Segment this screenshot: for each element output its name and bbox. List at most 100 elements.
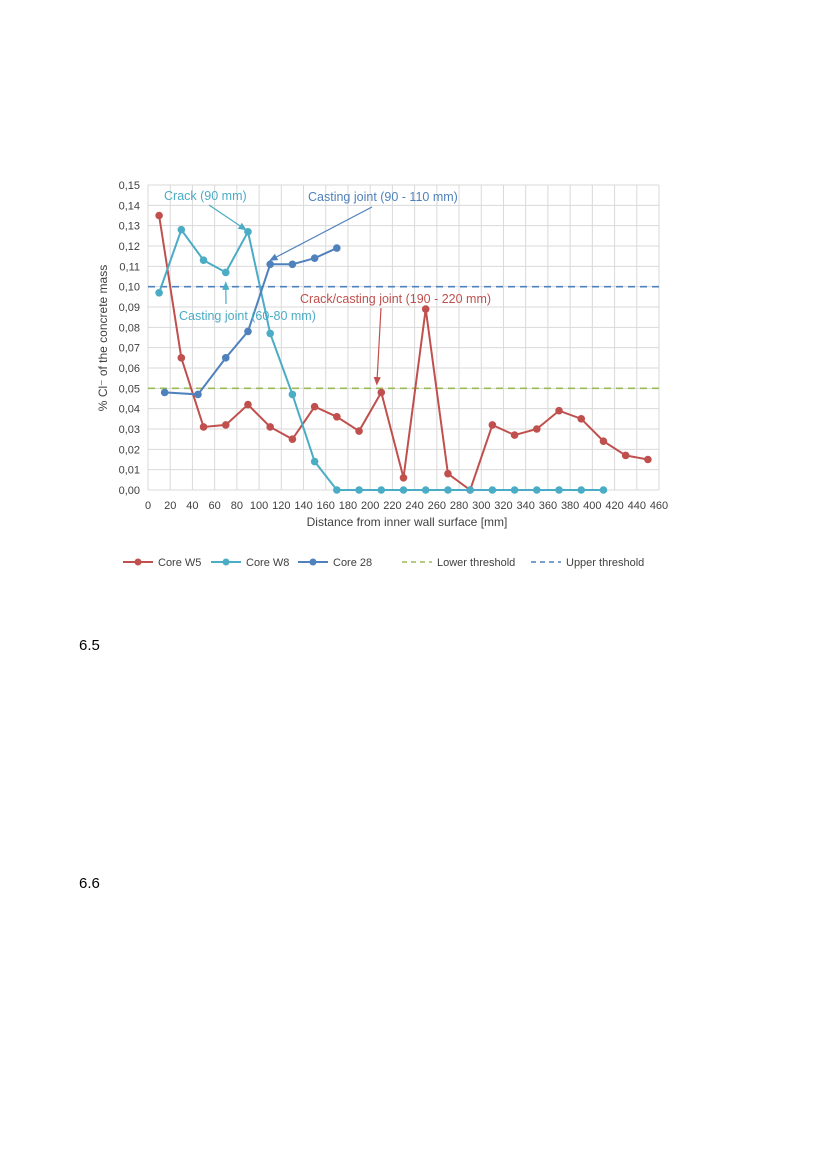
annotation-label: Casting joint (90 - 110 mm) xyxy=(308,190,458,204)
x-axis-label: Distance from inner wall surface [mm] xyxy=(307,515,508,529)
data-point xyxy=(444,469,452,478)
x-tick-label: 20 xyxy=(164,500,176,512)
data-point xyxy=(577,486,586,494)
data-point xyxy=(355,486,363,494)
data-point xyxy=(533,486,541,494)
data-point xyxy=(444,486,452,494)
x-tick-label: 0 xyxy=(145,500,151,512)
data-point xyxy=(377,388,386,397)
threshold-lines xyxy=(148,285,659,390)
legend-label: Core 28 xyxy=(333,557,372,569)
series-line xyxy=(164,247,338,396)
x-tick-label: 100 xyxy=(250,500,268,512)
data-point xyxy=(421,486,430,494)
x-tick-label: 60 xyxy=(209,500,221,512)
data-point xyxy=(155,211,163,220)
data-point xyxy=(288,390,297,399)
x-tick-label: 260 xyxy=(428,500,446,512)
legend-marker xyxy=(309,558,317,566)
data-point xyxy=(266,329,274,338)
data-point xyxy=(288,435,297,443)
legend-label: Upper threshold xyxy=(566,557,644,569)
y-tick-label: 0,11 xyxy=(119,261,140,273)
y-tick-label: 0,08 xyxy=(119,322,140,334)
data-point xyxy=(310,402,319,411)
x-tick-label: 280 xyxy=(450,500,468,512)
x-tick-label: 40 xyxy=(186,500,198,512)
data-point xyxy=(355,427,363,435)
y-tick-label: 0,05 xyxy=(119,383,140,395)
x-tick-label: 400 xyxy=(583,500,601,512)
data-point xyxy=(199,423,208,431)
x-tick-labels: 0 20 40 60 80 100 120 140 160 180 200 220 240 260 280 3… xyxy=(145,500,668,512)
data-point xyxy=(510,486,519,494)
x-tick-label: 80 xyxy=(231,500,243,512)
annotation-arrow xyxy=(208,204,247,231)
legend-marker xyxy=(222,558,230,566)
x-tick-label: 200 xyxy=(361,500,379,512)
data-point xyxy=(177,354,186,362)
y-tick-labels: 0,00 0,01 0,02 0,03 0,04 0,05 0,06 0,07 0,08 0,09… xyxy=(119,180,140,497)
data-point xyxy=(244,327,252,336)
data-point xyxy=(599,437,608,446)
annotation-label: Casting joint (60-80 mm) xyxy=(179,309,316,323)
x-tick-label: 120 xyxy=(272,500,290,512)
data-point xyxy=(333,486,341,494)
data-point xyxy=(194,390,202,399)
x-tick-label: 360 xyxy=(539,500,557,512)
data-point xyxy=(155,288,163,297)
data-point xyxy=(266,260,274,269)
x-tick-label: 320 xyxy=(494,500,512,512)
data-point xyxy=(221,268,230,277)
data-point xyxy=(533,425,541,433)
y-tick-label: 0,07 xyxy=(119,343,140,355)
data-point xyxy=(310,254,319,262)
x-tick-label: 300 xyxy=(472,500,490,512)
y-tick-label: 0,14 xyxy=(119,200,140,212)
data-point xyxy=(221,421,230,429)
data-point xyxy=(399,486,408,494)
data-point xyxy=(644,455,652,464)
y-tick-label: 0,13 xyxy=(119,221,140,233)
y-axis-label: % Cl⁻ of the concrete mass xyxy=(96,265,110,411)
y-tick-label: 0,06 xyxy=(119,363,140,375)
x-tick-label: 380 xyxy=(561,500,579,512)
y-tick-label: 0,03 xyxy=(119,424,140,436)
annotation-arrow xyxy=(269,206,373,261)
data-point xyxy=(266,423,274,431)
x-tick-label: 140 xyxy=(294,500,312,512)
y-tick-label: 0,00 xyxy=(119,485,140,497)
data-point xyxy=(510,431,519,439)
section-number-6-6: 6.6 xyxy=(79,875,100,892)
y-tick-label: 0,12 xyxy=(119,241,140,253)
y-tick-label: 0,02 xyxy=(119,444,140,456)
data-point xyxy=(377,486,386,494)
legend-label: Core W5 xyxy=(158,557,201,569)
data-point xyxy=(399,474,408,482)
data-point xyxy=(177,225,186,234)
data-point xyxy=(310,457,319,466)
data-point xyxy=(160,388,169,397)
chart-legend: Core W5 Core W8 Core 28 Lower threshold Uppe… xyxy=(123,557,644,569)
x-tick-label: 220 xyxy=(383,500,401,512)
data-point xyxy=(288,260,297,269)
legend-marker xyxy=(134,558,142,566)
x-tick-label: 160 xyxy=(317,500,335,512)
data-point xyxy=(244,400,252,409)
data-point xyxy=(199,256,208,265)
data-point xyxy=(555,406,563,415)
data-point xyxy=(555,486,563,494)
annotation-label: Crack/casting joint (190 - 220 mm) xyxy=(300,292,491,306)
legend-label: Core W8 xyxy=(246,557,289,569)
annotation-arrow xyxy=(373,307,382,386)
data-point xyxy=(488,486,497,494)
y-tick-label: 0,09 xyxy=(119,302,140,314)
y-tick-label: 0,04 xyxy=(119,404,140,416)
data-point xyxy=(599,486,608,494)
chart-annotations: Crack (90 mm) Casting joint (90 - 110 mm)… xyxy=(164,189,491,386)
legend-label: Lower threshold xyxy=(437,557,515,569)
y-tick-label: 0,15 xyxy=(119,180,140,192)
x-tick-label: 240 xyxy=(405,500,423,512)
y-tick-label: 0,10 xyxy=(119,282,140,294)
